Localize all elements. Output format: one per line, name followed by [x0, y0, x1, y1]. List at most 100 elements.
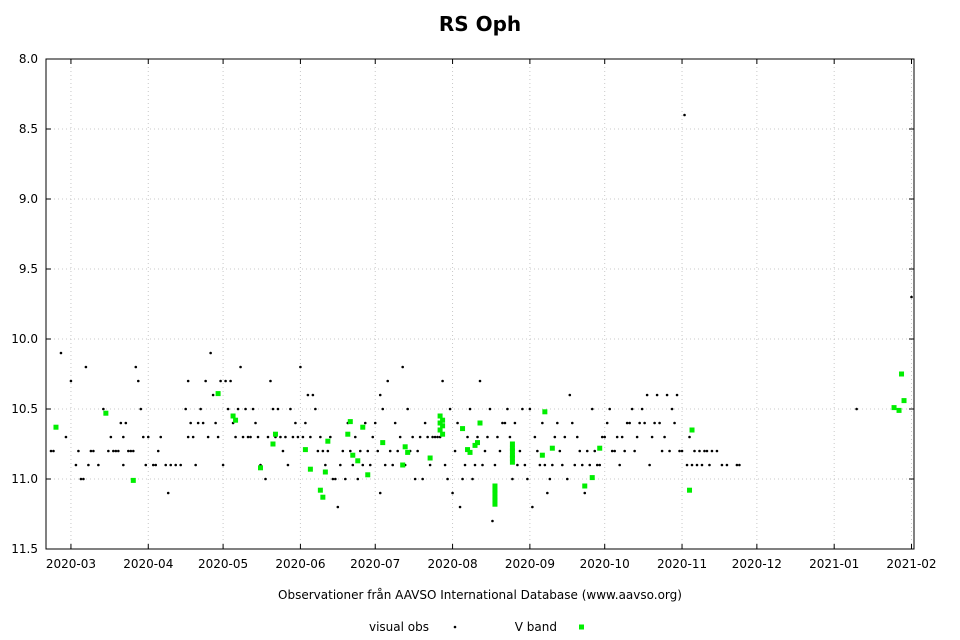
visual-obs-point [299, 365, 302, 369]
visual-obs-point [291, 435, 295, 439]
visual-obs-point [358, 449, 362, 453]
v-band-point [405, 449, 411, 455]
visual-obs-point [351, 463, 355, 467]
visual-obs-point [296, 435, 300, 439]
visual-obs-point [598, 463, 602, 467]
visual-obs-point [49, 449, 53, 453]
v-band-point [325, 438, 331, 444]
visual-obs-point [64, 435, 68, 439]
visual-obs-point [134, 365, 138, 369]
visual-obs-point [314, 407, 317, 411]
visual-obs-point [418, 435, 422, 439]
visual-obs-point [129, 449, 133, 453]
visual-obs-point [284, 435, 287, 439]
visual-obs-point [309, 435, 312, 439]
visual-obs-point [618, 463, 621, 467]
visual-obs-point [119, 421, 123, 425]
x-tick-label-2020-05: 2020-05 [198, 557, 248, 571]
visual-obs-point [301, 435, 305, 439]
visual-obs-point [583, 491, 587, 495]
visual-obs-point [266, 435, 270, 439]
visual-obs-point [114, 449, 118, 453]
visual-obs-point [127, 449, 130, 453]
visual-obs-point [211, 393, 215, 397]
visual-obs-point [226, 407, 230, 411]
visual-obs-point [463, 463, 467, 467]
visual-obs-point [538, 463, 542, 467]
v-band-point [509, 455, 515, 461]
visual-obs-point [658, 421, 661, 425]
visual-obs-point [396, 449, 399, 453]
data-points [49, 113, 913, 523]
v-band-point [440, 417, 446, 423]
visual-obs-point [107, 449, 110, 453]
visual-obs-point [700, 463, 704, 467]
visual-obs-point [573, 463, 577, 467]
visual-obs-point [693, 449, 696, 453]
visual-obs-point [373, 421, 377, 425]
visual-obs-point [558, 449, 562, 453]
legend: visual obs V band [369, 620, 584, 634]
visual-obs-point [356, 477, 360, 481]
visual-obs-point [294, 421, 297, 425]
v-band-point [492, 501, 498, 507]
visual-obs-point [441, 379, 444, 383]
visual-obs-point [648, 463, 651, 467]
visual-obs-point [353, 435, 357, 439]
visual-obs-point [416, 449, 419, 453]
v-band-point [302, 447, 308, 453]
visual-obs-point [206, 435, 210, 439]
visual-obs-point [556, 421, 559, 425]
visual-obs-point [276, 407, 280, 411]
visual-obs-point [271, 407, 275, 411]
visual-obs-point [678, 449, 681, 453]
visual-obs-point [640, 407, 644, 411]
v-band-point [687, 487, 693, 493]
v-band-point [896, 407, 902, 413]
visual-obs-point [476, 435, 479, 439]
visual-obs-point [543, 463, 547, 467]
visual-obs-point [708, 463, 711, 467]
visual-obs-point [526, 477, 529, 481]
visual-obs-point [481, 463, 484, 467]
visual-obs-point [216, 435, 220, 439]
visual-obs-point [643, 421, 646, 425]
visual-obs-point [486, 435, 489, 439]
visual-obs-point [593, 449, 597, 453]
x-tick-label-2020-12: 2020-12 [732, 557, 782, 571]
visual-obs-point [324, 463, 327, 467]
visual-obs-point [673, 421, 676, 425]
v-band-point [230, 413, 236, 419]
visual-obs-point [670, 407, 674, 411]
visual-obs-point [695, 463, 699, 467]
visual-obs-point [468, 407, 472, 411]
visual-obs-point [201, 421, 205, 425]
visual-obs-point [383, 463, 387, 467]
v-band-point [582, 483, 588, 489]
visual-obs-point [680, 449, 684, 453]
chart-title: RS Oph [439, 12, 521, 36]
legend-label-v-band: V band [515, 620, 557, 634]
visual-obs-point [473, 463, 477, 467]
visual-obs-point [645, 393, 649, 397]
visual-obs-point [122, 463, 125, 467]
v-band-point [437, 420, 443, 426]
visual-obs-point [241, 435, 245, 439]
visual-obs-point [136, 379, 140, 383]
visual-obs-point [595, 463, 599, 467]
visual-obs-point [376, 449, 380, 453]
visual-obs-point [710, 449, 714, 453]
visual-obs-point [219, 379, 222, 383]
visual-obs-point [159, 435, 163, 439]
visual-obs-point [82, 477, 85, 481]
visual-obs-point [496, 435, 499, 439]
x-tick-label-2021-01: 2021-01 [809, 557, 859, 571]
visual-obs-point [630, 407, 634, 411]
visual-obs-point [236, 407, 240, 411]
visual-obs-point [406, 407, 409, 411]
visual-obs-point [388, 449, 392, 453]
visual-obs-point [341, 449, 345, 453]
visual-obs-point [378, 491, 382, 495]
visual-obs-point [234, 435, 237, 439]
visual-obs-point [336, 505, 340, 509]
